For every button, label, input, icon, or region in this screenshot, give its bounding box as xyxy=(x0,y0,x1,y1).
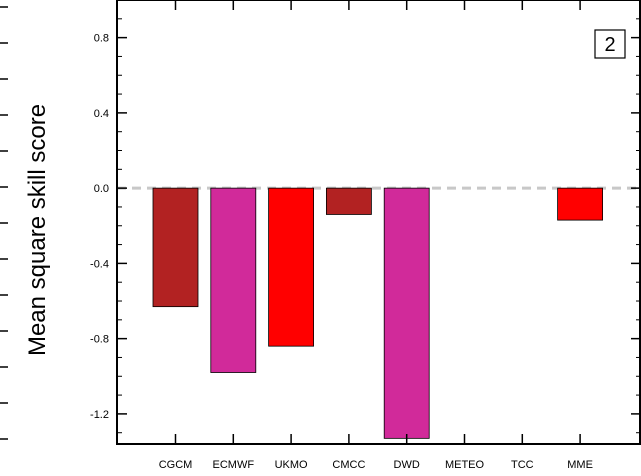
bar-ukmo xyxy=(268,187,315,347)
axis-labels: CGCM ECMWF UKMO CMCC DWD METEO TCC MME 0.8 0.4 0.0… xyxy=(90,33,593,471)
panel-label: 2 xyxy=(604,34,615,56)
bar-cgcm xyxy=(152,187,199,308)
plot-frame xyxy=(116,0,641,445)
bar-dwd xyxy=(383,187,430,439)
bar-ecmwf xyxy=(210,187,257,373)
x-tick-label: METEO xyxy=(445,459,485,471)
x-tick-label: TCC xyxy=(511,459,534,471)
y-tick-label: 0.8 xyxy=(94,33,109,45)
y-tick-label: 0.4 xyxy=(94,108,109,120)
bar-cmcc xyxy=(325,187,372,215)
x-tick-label: MME xyxy=(567,459,593,471)
y-tick-label: 0.0 xyxy=(94,183,109,195)
x-tick-label: ECMWF xyxy=(213,459,255,471)
x-tick-label: DWD xyxy=(394,459,420,471)
y-tick-label: -0.4 xyxy=(90,258,109,270)
x-tick-label: CGCM xyxy=(159,459,193,471)
y-tick-label: -0.8 xyxy=(90,334,109,346)
y-tick-label: -1.2 xyxy=(90,409,109,421)
axis-ticks xyxy=(0,0,641,444)
x-tick-label: UKMO xyxy=(275,459,308,471)
y-axis-title: Mean square skill score xyxy=(24,104,51,356)
x-tick-label: CMCC xyxy=(332,459,365,471)
plot-area xyxy=(116,0,641,445)
bar-mme xyxy=(557,187,603,221)
panel-label-box xyxy=(594,29,626,59)
